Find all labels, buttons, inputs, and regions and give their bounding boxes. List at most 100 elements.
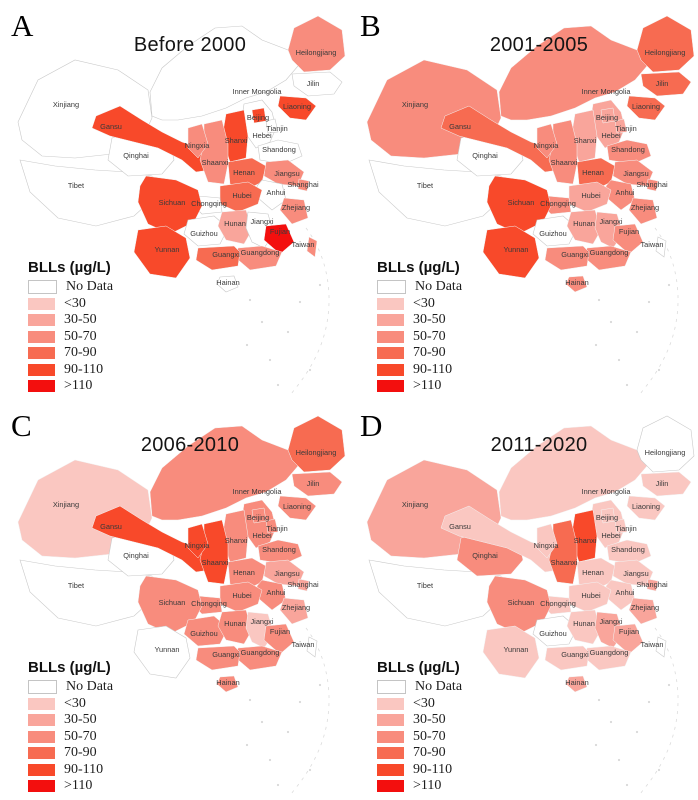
province-label-jilin: Jilin — [656, 79, 669, 88]
province-anhui — [605, 179, 636, 211]
province-guizhou — [532, 215, 578, 247]
province-label-sichuan: Sichuan — [508, 198, 535, 207]
province-tianjin — [265, 118, 279, 134]
province-label-jiangxi: Jiangxi — [599, 617, 622, 626]
province-label-shaanxi: Shaanxi — [202, 158, 229, 167]
province-shanghai — [297, 578, 310, 592]
island-dot — [245, 743, 249, 747]
province-label-jilin: Jilin — [656, 479, 669, 488]
island-dot — [286, 730, 290, 734]
province-label-guizhou: Guizhou — [190, 229, 218, 238]
island-dot — [298, 700, 302, 704]
province-label-fujian: Fujian — [270, 627, 290, 636]
province-label-henan: Henan — [582, 568, 604, 577]
province-zhejiang — [279, 197, 309, 225]
province-label-anhui: Anhui — [616, 188, 635, 197]
legend-swatch — [28, 697, 55, 710]
panel-d: Xinjiang Tibet Qinghai Inner Mongolia Gansu H… — [349, 400, 698, 800]
province-heilongjiang — [287, 15, 346, 73]
sea-boundary-dashes — [639, 227, 679, 395]
legend-swatch — [28, 363, 55, 376]
island-dot — [276, 383, 280, 387]
province-sichuan — [486, 575, 552, 635]
legend-label: 30-50 — [64, 712, 97, 728]
island-dot — [260, 320, 264, 324]
legend-label: <30 — [413, 295, 435, 311]
province-label-qinghai: Qinghai — [472, 151, 498, 160]
province-shandong — [606, 139, 652, 165]
province-guizhou — [183, 615, 229, 647]
legend-swatch — [377, 747, 404, 760]
province-hunan — [217, 609, 253, 645]
province-label-hunan: Hunan — [224, 219, 246, 228]
legend-label: >110 — [64, 378, 93, 394]
legend-label: >110 — [64, 778, 93, 794]
legend-label: 50-70 — [413, 728, 446, 744]
province-hainan — [216, 675, 239, 693]
legend-swatch — [28, 330, 55, 343]
province-label-taiwan: Taiwan — [640, 640, 663, 649]
province-label-qinghai: Qinghai — [123, 151, 149, 160]
province-shandong — [606, 539, 652, 565]
panel-a: Xinjiang Tibet Qinghai Inner Mongolia Gansu H… — [0, 0, 349, 400]
province-heilongjiang — [287, 415, 346, 473]
legend-label: No Data — [66, 279, 114, 295]
province-label-jiangsu: Jiangsu — [623, 569, 648, 578]
legend-label: No Data — [415, 679, 463, 695]
legend-item: 90-110 — [28, 362, 113, 379]
province-label-shanghai: Shanghai — [636, 580, 668, 589]
legend-item: <30 — [377, 696, 462, 713]
legend-swatch — [28, 780, 55, 793]
legend-item: <30 — [377, 296, 462, 313]
province-tianjin — [265, 518, 279, 534]
province-label-chongqing: Chongqing — [540, 599, 576, 608]
province-label-fujian: Fujian — [619, 627, 639, 636]
province-label-guangxi: Guangxi — [561, 650, 589, 659]
legend-item: 50-70 — [377, 329, 462, 346]
province-label-beijing: Beijing — [247, 113, 269, 122]
province-label-heilongjiang: Heilongjiang — [645, 48, 686, 57]
province-label-gansu: Gansu — [449, 122, 471, 131]
province-label-heilongjiang: Heilongjiang — [296, 48, 337, 57]
province-guizhou — [183, 215, 229, 247]
legend-swatch — [28, 714, 55, 727]
legend-swatch — [28, 730, 55, 743]
province-shaanxi — [199, 519, 229, 585]
province-hunan — [217, 209, 253, 245]
island-dot — [667, 683, 671, 687]
legend-label: 90-110 — [413, 761, 453, 777]
legend-swatch — [28, 314, 55, 327]
province-label-gansu: Gansu — [449, 522, 471, 531]
province-label-liaoning: Liaoning — [632, 102, 660, 111]
province-label-shandong: Shandong — [611, 545, 645, 554]
province-label-heilongjiang: Heilongjiang — [296, 448, 337, 457]
province-zhejiang — [279, 597, 309, 625]
province-label-ningxia: Ningxia — [534, 541, 560, 550]
province-label-guangdong: Guangdong — [241, 248, 280, 257]
province-shaanxi — [548, 119, 578, 185]
province-label-hunan: Hunan — [573, 219, 595, 228]
island-dot — [635, 330, 639, 334]
province-label-shandong: Shandong — [262, 145, 296, 154]
legend-item: >110 — [28, 778, 113, 795]
island-dot — [260, 720, 264, 724]
province-label-henan: Henan — [233, 568, 255, 577]
island-dot — [625, 783, 629, 787]
legend-label: >110 — [413, 378, 442, 394]
province-liaoning — [626, 95, 666, 121]
legend-label: 70-90 — [64, 745, 97, 761]
province-hunan — [566, 209, 602, 245]
province-label-hubei: Hubei — [581, 191, 601, 200]
legend-item: 50-70 — [28, 729, 113, 746]
province-label-guangdong: Guangdong — [590, 248, 629, 257]
province-label-henan: Henan — [233, 168, 255, 177]
province-label-hubei: Hubei — [232, 191, 252, 200]
legend-swatch — [28, 347, 55, 360]
province-label-ningxia: Ningxia — [185, 141, 211, 150]
province-shanghai — [297, 178, 310, 192]
province-label-beijing: Beijing — [596, 113, 618, 122]
province-yunnan — [482, 625, 540, 679]
province-anhui — [256, 179, 287, 211]
province-heilongjiang — [636, 15, 695, 73]
province-guangxi — [195, 645, 241, 671]
